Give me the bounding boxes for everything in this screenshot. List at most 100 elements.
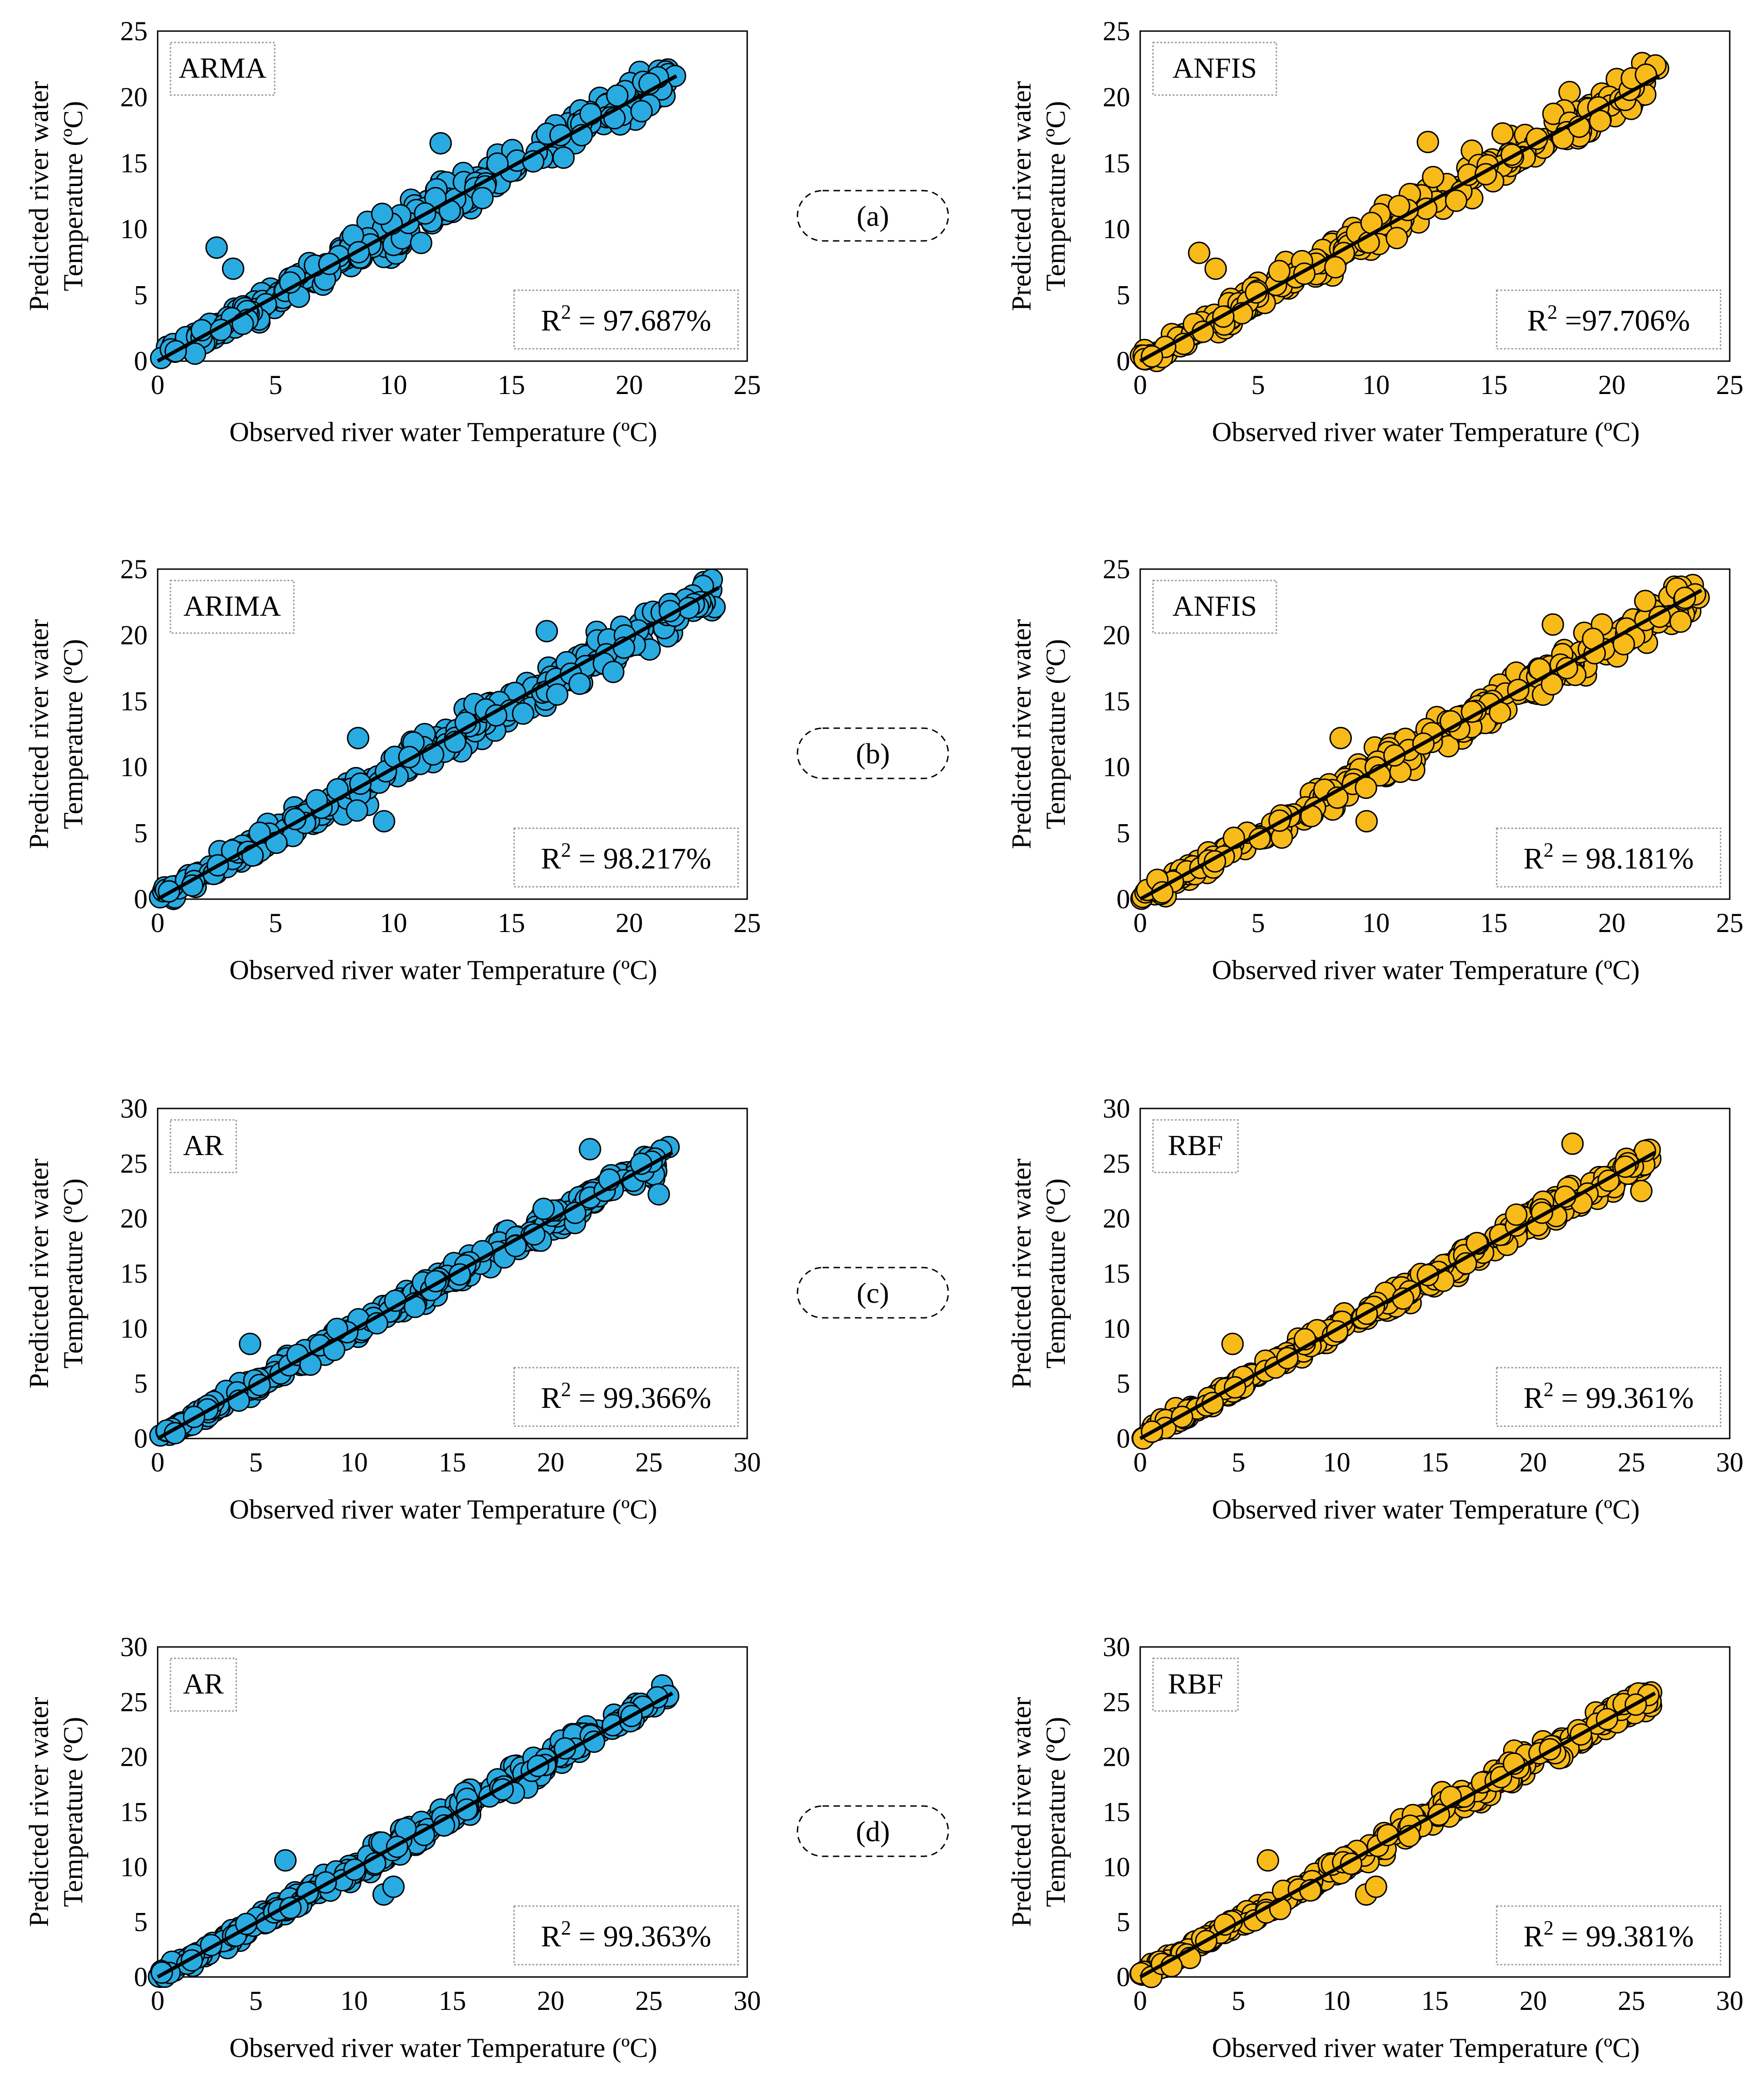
x-tick-label: 0 (151, 1986, 165, 2016)
x-tick-label: 15 (1480, 370, 1508, 400)
x-tick-label: 30 (1716, 1447, 1743, 1477)
y-tick-label: 0 (134, 1423, 148, 1454)
x-tick-label: 5 (1232, 1986, 1245, 2016)
data-point (602, 661, 625, 683)
x-tick-label: 15 (1480, 908, 1508, 938)
model-label-box (170, 580, 295, 634)
y-tick-label: 10 (120, 752, 148, 782)
model-label: AR (183, 1668, 224, 1700)
y-tick-label: 20 (120, 1204, 148, 1234)
chart-panel-5: 00 5 5 10 10 15 15 20 20 25 25 30 30 Observed river w… (24, 1093, 761, 1524)
x-axis-title: Observed river water Temperature (ºC) (229, 417, 657, 447)
y-tick-label: 0 (1116, 1423, 1130, 1454)
y-tick-label: 25 (1103, 16, 1130, 46)
r-squared-box (1496, 1367, 1721, 1427)
y-axis-title-line1: Predicted river water (24, 619, 54, 849)
x-tick-label: 20 (616, 370, 643, 400)
x-tick-label: 15 (439, 1447, 466, 1477)
data-point (1445, 189, 1467, 212)
model-label-box (1152, 580, 1277, 634)
x-tick-label: 25 (733, 370, 761, 400)
y-axis-title-line2: Temperature (ºC) (1041, 1717, 1071, 1907)
x-tick-label: 5 (1232, 1447, 1245, 1477)
x-tick-label: 5 (269, 370, 282, 400)
x-tick-label: 0 (1133, 1986, 1147, 2016)
r-squared-label: R2 =97.706% (1527, 301, 1690, 337)
data-point (512, 702, 535, 725)
row-label-box (797, 190, 949, 242)
data-point (1630, 1180, 1652, 1202)
x-axis-title: Observed river water Temperature (ºC) (1212, 2033, 1640, 2063)
r-squared-box (1496, 289, 1721, 350)
y-tick-label: 0 (134, 884, 148, 914)
model-label-box (1152, 1119, 1239, 1173)
x-tick-label: 0 (151, 908, 165, 938)
y-tick-label: 30 (1103, 1093, 1130, 1124)
data-point (222, 257, 244, 280)
y-tick-label: 5 (134, 818, 148, 848)
chart-panel-6: 00 5 5 10 10 15 15 20 20 25 25 30 30 Observed river w… (1006, 1093, 1743, 1524)
data-point (1541, 613, 1564, 636)
y-tick-label: 5 (1116, 1369, 1130, 1399)
y-axis-title-line2: Temperature (ºC) (1041, 639, 1071, 829)
x-axis-title: Observed river water Temperature (ºC) (1212, 417, 1640, 447)
y-tick-label: 15 (1103, 1258, 1130, 1289)
x-tick-label: 30 (733, 1986, 761, 2016)
y-tick-label: 0 (1116, 884, 1130, 914)
data-point (150, 1961, 173, 1984)
x-tick-label: 25 (733, 908, 761, 938)
y-tick-label: 10 (1103, 752, 1130, 782)
data-point (1188, 241, 1211, 264)
data-point (372, 810, 395, 833)
y-tick-label: 0 (134, 346, 148, 376)
row-label: (a) (856, 200, 889, 232)
x-tick-label: 10 (380, 908, 407, 938)
y-tick-label: 15 (1103, 148, 1130, 178)
data-point (371, 202, 393, 225)
y-axis-title-line2: Temperature (ºC) (58, 101, 88, 291)
x-tick-label: 15 (1421, 1447, 1449, 1477)
model-label: ANFIS (1173, 52, 1257, 84)
x-tick-label: 15 (498, 908, 525, 938)
x-tick-label: 10 (1362, 370, 1390, 400)
x-tick-label: 10 (1362, 908, 1390, 938)
data-point (205, 236, 228, 259)
data-point (1221, 1332, 1244, 1355)
data-point (274, 1849, 297, 1872)
x-tick-label: 20 (1598, 908, 1626, 938)
x-tick-label: 10 (1323, 1447, 1350, 1477)
row-label-box (797, 727, 949, 779)
y-tick-label: 25 (120, 1148, 148, 1178)
data-point (1561, 1132, 1584, 1155)
y-axis-title-line2: Temperature (ºC) (58, 1178, 88, 1369)
data-point (546, 683, 569, 706)
x-tick-label: 15 (439, 1986, 466, 2016)
y-tick-label: 5 (1116, 818, 1130, 848)
model-label-box (170, 1657, 237, 1712)
x-tick-label: 25 (1618, 1986, 1645, 2016)
chart-panel-8: 00 5 5 10 10 15 15 20 20 25 25 30 30 Observed river w… (1006, 1632, 1743, 2063)
data-point (532, 1198, 555, 1220)
x-tick-label: 20 (1520, 1447, 1547, 1477)
x-axis-title: Observed river water Temperature (ºC) (1212, 1494, 1640, 1524)
y-tick-label: 5 (1116, 1907, 1130, 1937)
y-tick-label: 0 (134, 1962, 148, 1992)
data-point (552, 146, 575, 169)
data-point (1505, 1203, 1528, 1226)
y-tick-label: 25 (120, 16, 148, 46)
y-tick-label: 30 (1103, 1632, 1130, 1662)
data-point (1268, 260, 1291, 282)
y-axis-title-line1: Predicted river water (24, 81, 54, 311)
r-squared-box (1496, 827, 1721, 888)
model-label: AR (183, 1129, 224, 1162)
data-point (1387, 195, 1410, 218)
y-tick-label: 10 (120, 1852, 148, 1882)
x-tick-label: 20 (537, 1447, 564, 1477)
chart-panel-3: 00 5 5 10 10 15 15 20 20 25 25 Observed river water… (24, 554, 761, 985)
x-tick-label: 20 (616, 908, 643, 938)
x-tick-label: 25 (1716, 370, 1743, 400)
y-tick-label: 5 (134, 1369, 148, 1399)
row-label-box (797, 1805, 949, 1857)
y-tick-label: 15 (1103, 1797, 1130, 1827)
